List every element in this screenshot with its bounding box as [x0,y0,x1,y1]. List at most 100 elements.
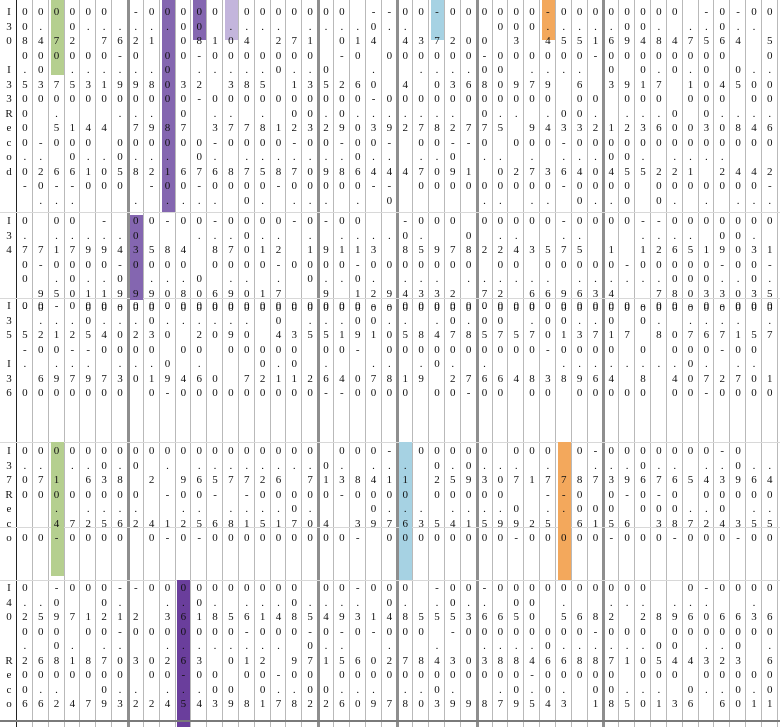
cell-char: 7 [244,122,250,134]
cell-char: . [197,683,201,696]
column-divider [776,0,778,727]
cell-char: 8 [85,654,92,667]
cell-char: 5 [767,35,773,47]
cell-char: R [5,488,13,501]
cell-char: 0 [418,343,424,356]
cell-char: 0 [719,582,726,594]
cell-char: . [514,107,518,120]
cell-char: 0 [624,300,630,312]
cell-char: 0 [624,445,630,457]
cell-char: 0 [37,180,44,192]
cell-char: . [657,273,661,285]
cell-char: 0 [671,343,678,356]
cell-char: 1 [465,165,472,178]
cell-char: 0 [259,445,266,457]
cell-char: 0 [465,6,472,18]
cell-char: 0 [592,93,599,105]
cell-char: 0 [735,698,741,710]
cell-char: . [86,229,90,242]
cell-char: 0 [22,165,28,178]
cell-char: . [546,503,550,515]
cell-char: 6 [719,611,726,623]
cell-char: 0 [69,532,76,544]
cell-char: 3 [117,698,123,710]
cell-char: 5 [196,517,202,530]
cell-char: . [768,64,772,76]
cell-char: 0 [228,582,234,594]
cell-char: 0 [133,372,139,385]
cell-char: 0 [751,372,757,385]
cell-char: - [736,6,740,18]
cell-char: . [419,683,423,696]
cell-char: 0 [307,6,313,18]
cell-char: 9 [85,244,92,256]
cell-char: 2 [307,372,313,385]
cell-char: 4 [402,78,409,91]
cell-char: - [197,49,202,62]
cell-char: 0 [307,165,313,178]
cell-char: 5 [497,122,504,134]
cell-char: 0 [101,683,107,696]
cell-char: 3 [434,287,440,300]
cell-char: 0 [354,93,361,105]
cell-char: 3 [576,122,583,134]
cell-char: - [118,582,122,594]
cell-char: 0 [434,165,440,178]
cell-char: 1 [244,517,250,530]
cell-char: 0 [259,343,266,356]
cell-char: . [720,151,724,163]
cell-char: 1 [53,244,60,256]
cell-char: 0 [85,387,92,399]
cell-char: . [451,358,455,370]
cell-char: 2 [259,372,266,385]
cell-char: 0 [719,215,726,227]
cell-char: 0 [418,136,424,149]
cell-char: 0 [545,445,551,457]
cell-char: 0 [212,683,218,696]
cell-char: 4 [545,122,551,134]
cell-char: 3 [6,78,12,91]
cell-char: 0 [418,625,424,638]
cell-char: 0 [22,93,28,105]
cell-char: 3 [180,78,187,91]
cell-char: 0 [291,93,298,105]
cell-char: . [388,229,391,242]
cell-char: . [625,273,629,285]
cell-char: 0 [85,445,92,457]
cell-char: . [752,107,756,120]
cell-char: 0 [53,258,60,271]
cell-char: . [403,503,407,515]
cell-char: . [86,64,90,76]
cell-char: . [213,596,217,609]
cell-char: . [340,640,344,652]
cell-char: . [578,358,581,370]
cell-char: 6 [354,78,361,91]
cell-char: 0 [687,625,694,638]
cell-char: 1 [259,611,266,623]
cell-char: 1 [323,654,329,667]
cell-char: 0 [307,683,313,696]
cell-char: 0 [703,78,710,91]
cell-char: 0 [323,488,329,501]
cell-char: 9 [85,372,92,385]
cell-char: 0 [259,180,266,192]
cell-char: 9 [465,698,472,710]
cell-char: 6 [85,474,92,486]
cell-char: 0 [434,459,440,472]
cell-char: 6 [592,372,599,385]
cell-char: 0 [450,302,456,314]
cell-char: 2 [719,654,726,667]
cell-char: . [419,107,423,120]
cell-char: 0 [259,582,266,594]
cell-char: . [467,64,471,76]
cell-char: 0 [354,669,361,681]
highlight-purple [161,0,175,212]
cell-char: . [213,459,217,472]
cell-char: . [498,107,502,120]
cell-char: 4 [370,474,377,486]
cell-char: 5 [6,329,12,341]
cell-char: 6 [719,698,726,710]
cell-char: 5 [22,78,28,91]
cell-char: 9 [370,698,377,710]
cell-char: . [388,640,391,652]
